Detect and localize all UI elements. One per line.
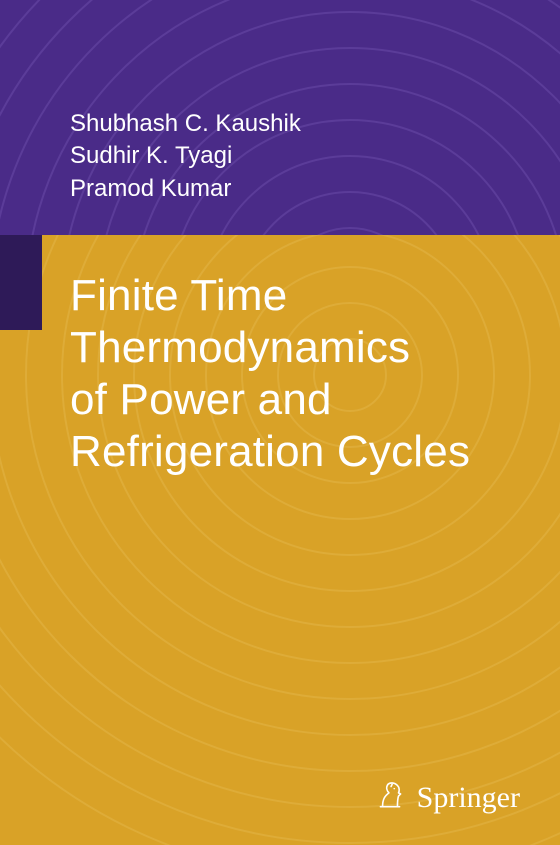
- authors-block: Shubhash C. Kaushik Sudhir K. Tyagi Pram…: [70, 108, 301, 205]
- springer-horse-icon: [373, 778, 407, 817]
- title-line: Thermodynamics: [70, 322, 470, 374]
- author-name: Shubhash C. Kaushik: [70, 108, 301, 140]
- author-name: Pramod Kumar: [70, 173, 301, 205]
- book-cover: Shubhash C. Kaushik Sudhir K. Tyagi Pram…: [0, 0, 560, 845]
- spine-accent: [0, 235, 42, 330]
- publisher-block: Springer: [373, 778, 520, 817]
- publisher-name: Springer: [417, 781, 520, 815]
- title-block: Finite Time Thermodynamics of Power and …: [70, 270, 470, 478]
- title-line: of Power and: [70, 374, 470, 426]
- title-line: Finite Time: [70, 270, 470, 322]
- title-line: Refrigeration Cycles: [70, 426, 470, 478]
- author-name: Sudhir K. Tyagi: [70, 140, 301, 172]
